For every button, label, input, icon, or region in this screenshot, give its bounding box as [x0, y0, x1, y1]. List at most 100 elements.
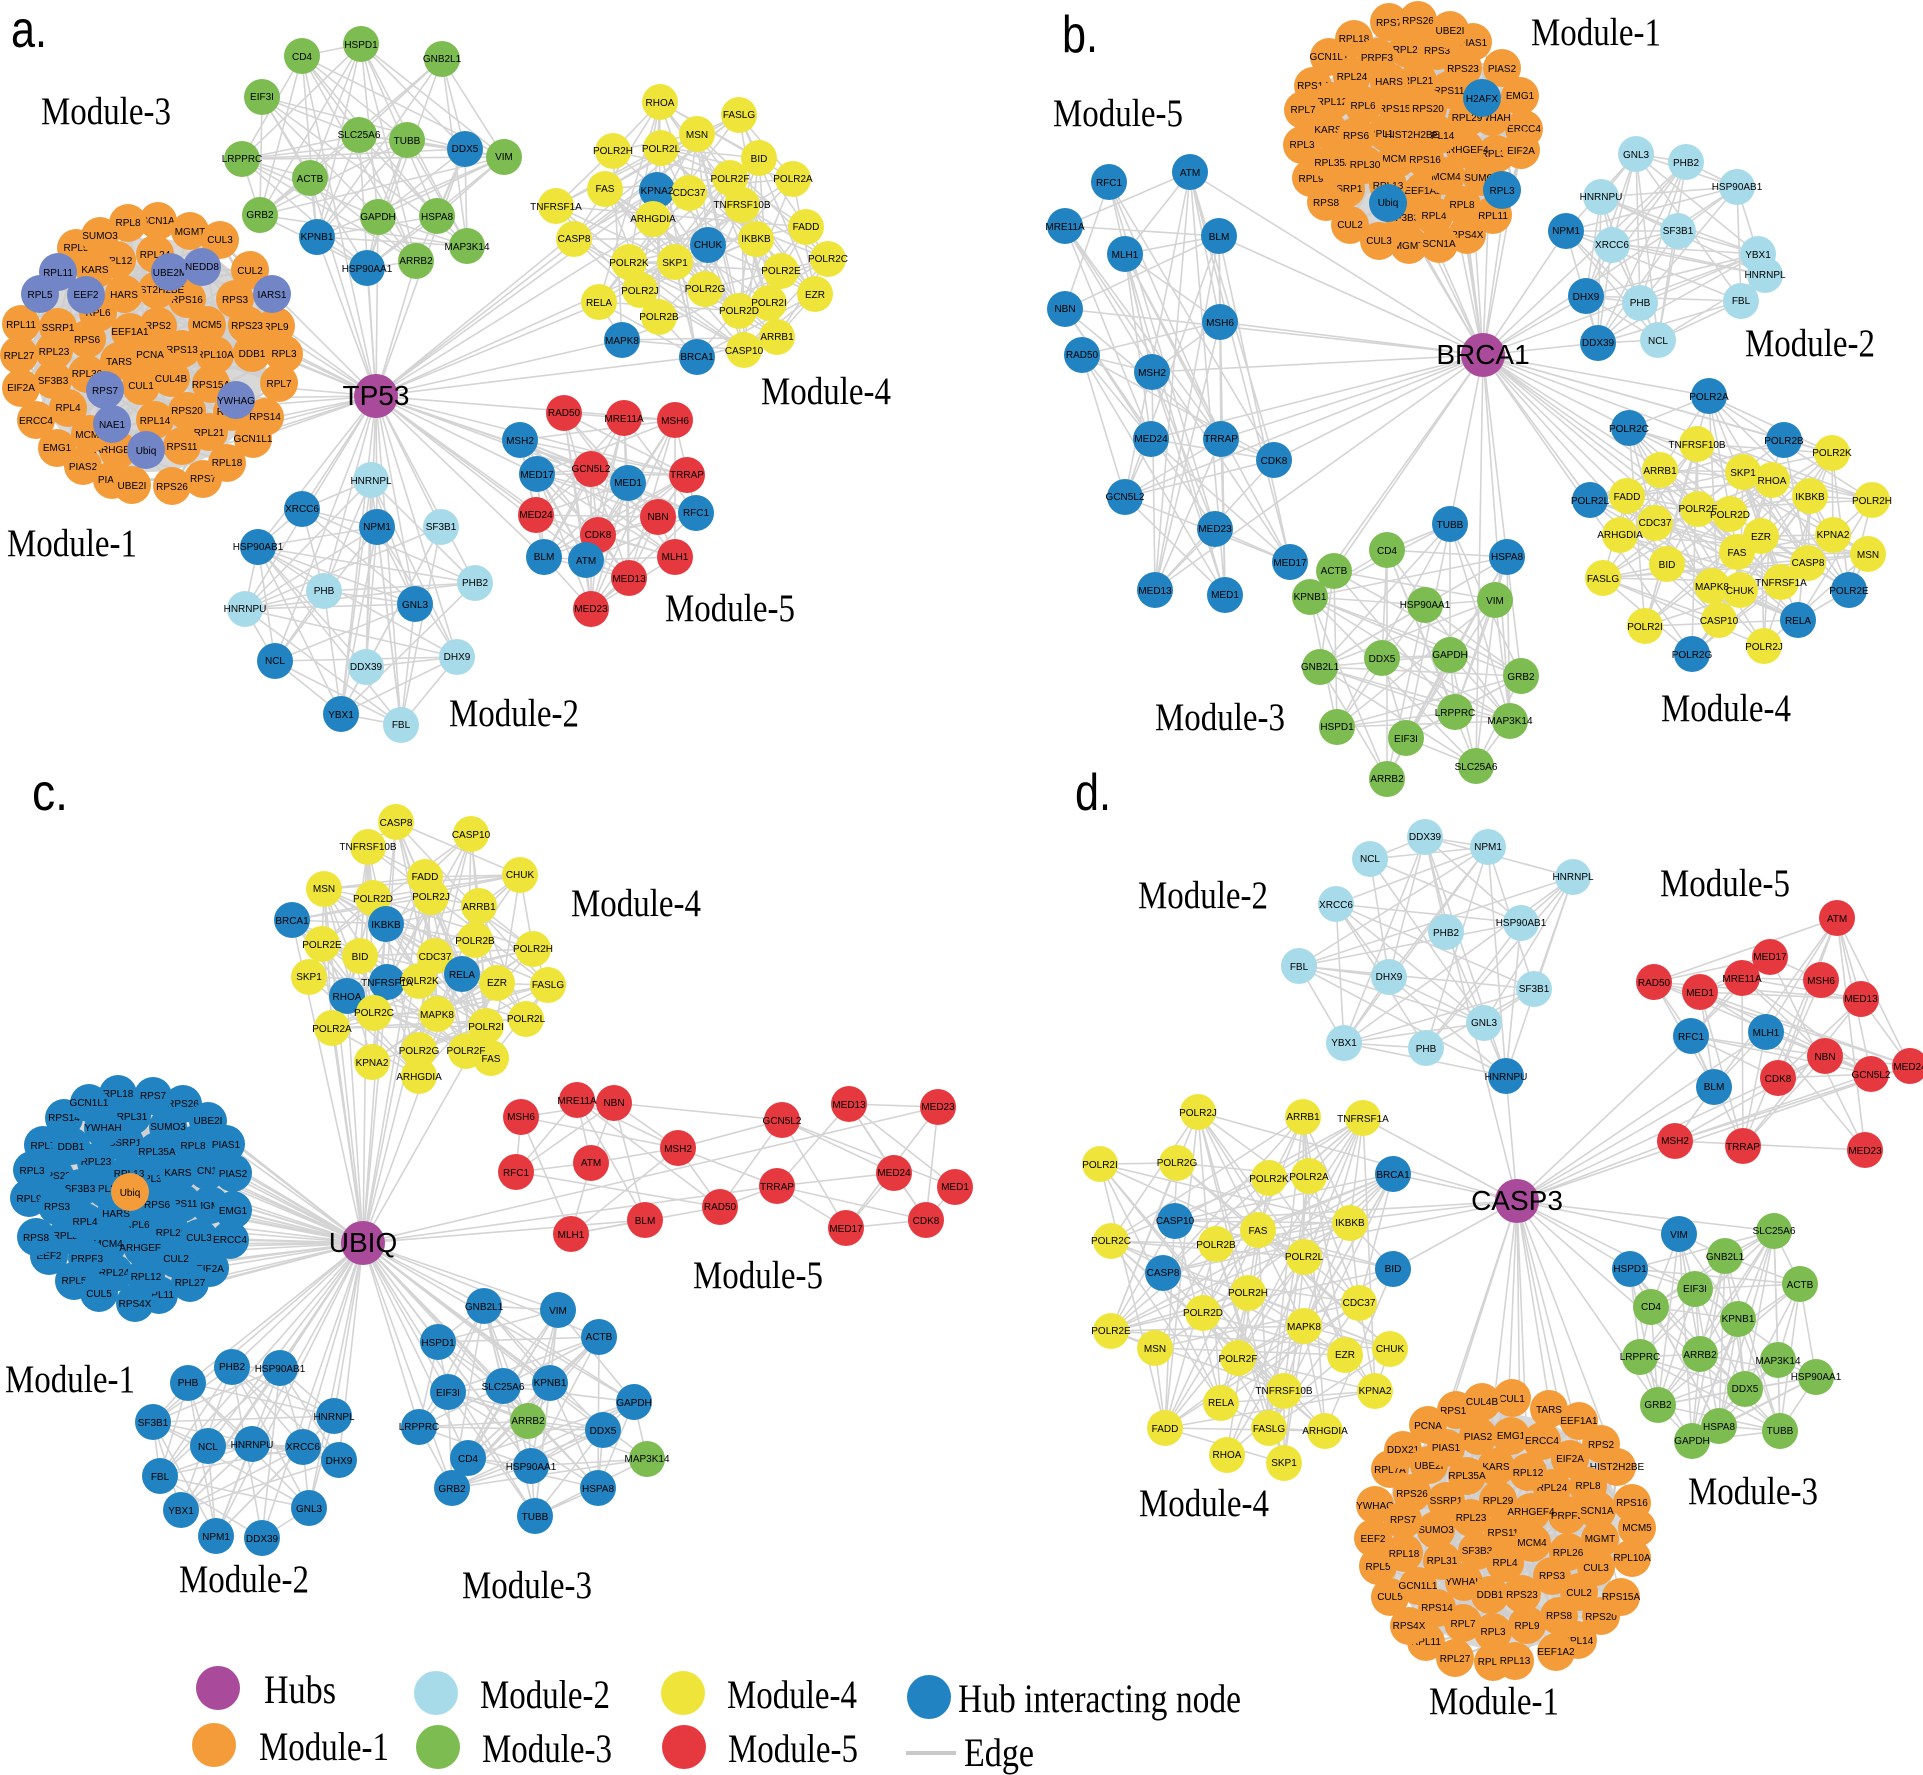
svg-text:Module-4: Module-4	[1139, 1482, 1269, 1525]
svg-text:RPL11: RPL11	[6, 320, 36, 331]
svg-text:HIST2H2BE: HIST2H2BE	[130, 285, 185, 296]
svg-text:RPS7: RPS7	[190, 474, 217, 485]
svg-text:ARHGEF4: ARHGEF4	[94, 445, 142, 456]
svg-text:MAP3K14: MAP3K14	[1755, 1356, 1800, 1367]
svg-text:HSP90AB1: HSP90AB1	[233, 542, 284, 553]
svg-text:Module-2: Module-2	[179, 1558, 309, 1601]
svg-text:RPS8: RPS8	[1546, 1611, 1573, 1622]
svg-text:MSH2: MSH2	[664, 1144, 692, 1155]
svg-text:MSN: MSN	[1144, 1344, 1166, 1355]
svg-text:POLR2E: POLR2E	[1829, 586, 1869, 597]
svg-text:GAPDH: GAPDH	[1432, 650, 1468, 661]
svg-text:GRB2: GRB2	[1507, 672, 1535, 683]
svg-text:HSPA8: HSPA8	[1491, 552, 1523, 563]
svg-text:PIAS1: PIAS1	[1459, 38, 1488, 49]
svg-text:POLR2J: POLR2J	[412, 892, 450, 903]
svg-text:PIAS1: PIAS1	[98, 475, 127, 486]
svg-text:PRPF3: PRPF3	[1361, 53, 1394, 64]
svg-text:Module-3: Module-3	[462, 1564, 592, 1607]
svg-text:FASLG: FASLG	[1253, 1424, 1285, 1435]
svg-text:POLR2C: POLR2C	[808, 254, 848, 265]
svg-text:RAD50: RAD50	[1638, 978, 1671, 989]
svg-text:SCN1A: SCN1A	[1580, 1506, 1614, 1517]
svg-text:VIM: VIM	[495, 152, 513, 163]
svg-text:PIAS1: PIAS1	[212, 1140, 241, 1151]
svg-text:CUL3: CUL3	[1366, 236, 1392, 247]
svg-text:POLR2G: POLR2G	[685, 284, 726, 295]
svg-text:BLM: BLM	[1704, 1082, 1725, 1093]
svg-text:RPL35A: RPL35A	[1314, 158, 1352, 169]
svg-text:POLR2K: POLR2K	[1249, 1174, 1289, 1185]
svg-text:RPL13: RPL13	[1500, 1656, 1531, 1667]
svg-text:Ubiq: Ubiq	[136, 446, 157, 457]
svg-text:TNFRSF10B: TNFRSF10B	[1668, 440, 1726, 451]
svg-text:RPL26: RPL26	[1553, 1548, 1584, 1559]
svg-text:RPL4: RPL4	[72, 1217, 97, 1228]
svg-text:RPL6: RPL6	[85, 308, 110, 319]
svg-text:TUBB: TUBB	[1767, 1426, 1794, 1437]
svg-text:RPS2: RPS2	[145, 321, 172, 332]
svg-text:SKP1: SKP1	[1271, 1458, 1297, 1469]
svg-text:ARHGDIA: ARHGDIA	[1302, 1426, 1348, 1437]
svg-text:MRE11A: MRE11A	[1722, 974, 1762, 985]
svg-text:EIF3I: EIF3I	[250, 92, 274, 103]
svg-text:FADD: FADD	[1614, 492, 1641, 503]
svg-text:KPNB1: KPNB1	[301, 232, 334, 243]
svg-text:Ubiq: Ubiq	[1378, 198, 1399, 209]
svg-text:MSH2: MSH2	[1138, 368, 1166, 379]
svg-text:EEF1A2: EEF1A2	[1537, 1647, 1575, 1658]
svg-text:MED17: MED17	[1753, 952, 1787, 963]
svg-text:FASLG: FASLG	[723, 110, 755, 121]
svg-text:NBN: NBN	[1814, 1052, 1835, 1063]
svg-text:CDK8: CDK8	[1261, 456, 1288, 467]
svg-text:Module-4: Module-4	[1661, 687, 1791, 730]
svg-text:ARRB1: ARRB1	[1286, 1112, 1320, 1123]
svg-text:RPL4: RPL4	[1421, 211, 1446, 222]
svg-text:NCL: NCL	[265, 656, 285, 667]
svg-text:ARRB2: ARRB2	[511, 1416, 545, 1427]
svg-text:ACTB: ACTB	[1787, 1280, 1814, 1291]
svg-text:RPS16: RPS16	[1616, 1498, 1648, 1509]
svg-text:IKBKB: IKBKB	[1335, 1218, 1365, 1229]
svg-text:CDK8: CDK8	[585, 530, 612, 541]
svg-text:MED24: MED24	[519, 510, 553, 521]
svg-text:PCNA: PCNA	[1414, 1421, 1442, 1432]
svg-text:POLR2D: POLR2D	[353, 894, 393, 905]
svg-text:CDC37: CDC37	[1639, 518, 1672, 529]
svg-text:POLR2E: POLR2E	[1091, 1326, 1131, 1337]
svg-text:MRE11A: MRE11A	[557, 1096, 597, 1107]
svg-text:Ubiq: Ubiq	[120, 1188, 141, 1199]
svg-text:MED1: MED1	[614, 478, 642, 489]
svg-text:YBX1: YBX1	[1745, 250, 1771, 261]
svg-text:RPL3: RPL3	[1480, 1627, 1505, 1638]
svg-text:RPL29: RPL29	[156, 1228, 187, 1239]
svg-text:POLR2F: POLR2F	[1219, 1354, 1258, 1365]
svg-text:FAS: FAS	[482, 1054, 501, 1065]
svg-text:MCM4: MCM4	[1431, 172, 1461, 183]
svg-text:MCM4: MCM4	[1517, 1538, 1547, 1549]
svg-text:EZR: EZR	[1751, 532, 1771, 543]
svg-text:SLC25A6: SLC25A6	[1455, 762, 1498, 773]
svg-text:Hubs: Hubs	[264, 1667, 336, 1712]
svg-text:ERCC4: ERCC4	[19, 416, 53, 427]
svg-text:NBN: NBN	[647, 512, 668, 523]
svg-text:RPS23: RPS23	[1447, 64, 1479, 75]
svg-text:MGMT: MGMT	[1585, 1534, 1616, 1545]
svg-text:RPL35A: RPL35A	[138, 1147, 176, 1158]
svg-text:MED13: MED13	[832, 1100, 866, 1111]
svg-text:RPS11: RPS11	[167, 1199, 198, 1210]
svg-text:BRCA1: BRCA1	[275, 916, 309, 927]
svg-text:MCM5: MCM5	[1622, 1523, 1652, 1534]
svg-text:TNFRSF1A: TNFRSF1A	[361, 978, 413, 989]
svg-text:SF3B1: SF3B1	[1663, 226, 1694, 237]
svg-text:RPS8: RPS8	[1313, 198, 1340, 209]
svg-text:RPS26: RPS26	[167, 1099, 199, 1110]
svg-text:SUMO3: SUMO3	[150, 1122, 186, 1133]
svg-text:CD4: CD4	[292, 52, 312, 63]
svg-text:RPL27: RPL27	[1440, 1654, 1471, 1665]
svg-text:MCM4: MCM4	[93, 1239, 123, 1250]
svg-text:POLR2J: POLR2J	[1179, 1108, 1217, 1119]
svg-text:ACTB: ACTB	[586, 1332, 613, 1343]
svg-text:POLR2F: POLR2F	[711, 174, 750, 185]
svg-text:Module-3: Module-3	[1688, 1470, 1818, 1513]
